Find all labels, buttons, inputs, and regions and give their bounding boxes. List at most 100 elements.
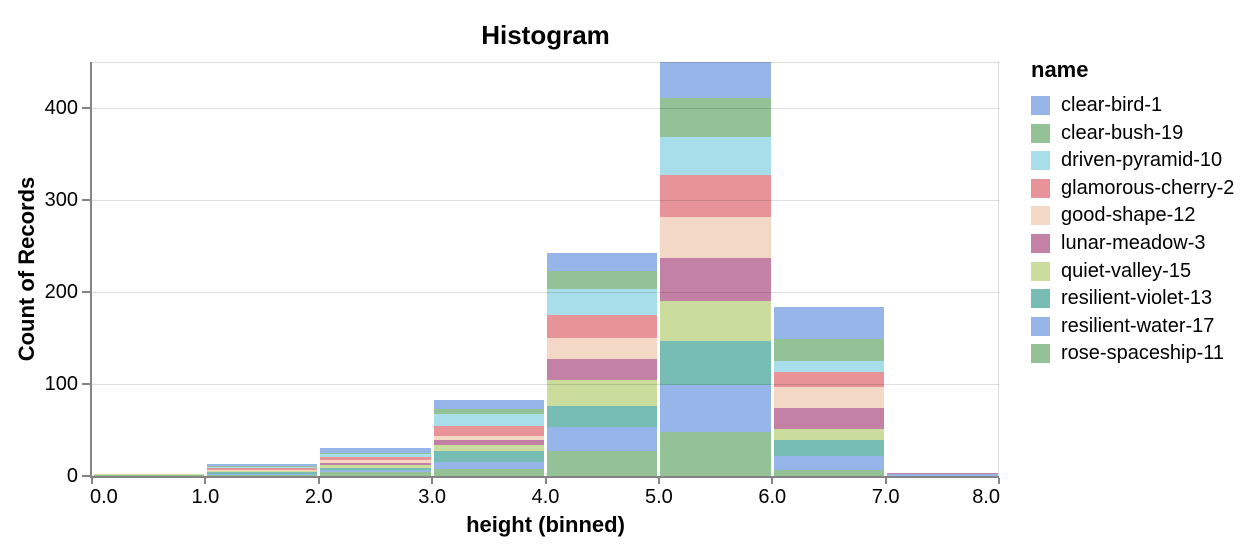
legend-item-glamorous-cherry-2: glamorous-cherry-2 xyxy=(1031,177,1234,199)
bar-segment-good-shape-12[interactable] xyxy=(547,338,658,360)
bar-segment-driven-pyramid-10[interactable] xyxy=(773,361,885,373)
bar-segment-clear-bush-19[interactable] xyxy=(320,453,431,454)
x-axis-title: height (binned) xyxy=(466,512,625,537)
bar-segment-rose-spaceship-11[interactable] xyxy=(433,468,544,476)
bar-segment-good-shape-12[interactable] xyxy=(660,216,771,258)
y-tick-400 xyxy=(82,107,91,109)
bar-segment-resilient-violet-13[interactable] xyxy=(433,451,544,463)
bar-segment-clear-bush-19[interactable] xyxy=(433,408,544,415)
x-tick-8.0 xyxy=(998,478,1000,484)
bar-segment-clear-bird-1[interactable] xyxy=(320,448,431,453)
bar-segment-quiet-valley-15[interactable] xyxy=(93,474,204,476)
bar-segment-lunar-meadow-3[interactable] xyxy=(547,359,658,381)
bar-segment-resilient-violet-13[interactable] xyxy=(206,472,318,475)
bar-segment-clear-bush-19[interactable] xyxy=(547,270,658,290)
legend-swatch-resilient-water-17 xyxy=(1031,316,1050,336)
bar-segment-glamorous-cherry-2[interactable] xyxy=(320,456,431,461)
bar-segment-clear-bush-19[interactable] xyxy=(773,338,885,361)
y-tick-label-0: 0 xyxy=(66,465,78,487)
gridline-y-100 xyxy=(92,383,999,385)
bar-segment-good-shape-12[interactable] xyxy=(433,435,544,441)
gridline-y-200 xyxy=(92,291,999,293)
bar-segment-clear-bush-19[interactable] xyxy=(660,97,771,137)
gridline-y-400 xyxy=(92,107,999,109)
bar-segment-resilient-water-17[interactable] xyxy=(206,474,318,476)
bar-segment-driven-pyramid-10[interactable] xyxy=(320,453,431,457)
bar-segment-resilient-violet-13[interactable] xyxy=(773,440,885,456)
legend-item-driven-pyramid-10: driven-pyramid-10 xyxy=(1031,149,1234,171)
legend-item-clear-bush-19: clear-bush-19 xyxy=(1031,121,1234,144)
bar-segment-lunar-meadow-3[interactable] xyxy=(887,473,998,475)
x-tick-label-4.0: 4.0 xyxy=(531,486,560,508)
bar-segment-good-shape-12[interactable] xyxy=(320,460,431,464)
bar-segment-glamorous-cherry-2[interactable] xyxy=(547,315,658,338)
bar-segment-lunar-meadow-3[interactable] xyxy=(206,470,318,472)
bar-segment-good-shape-12[interactable] xyxy=(206,469,318,471)
bar-segment-quiet-valley-15[interactable] xyxy=(320,464,431,468)
y-tick-label-200: 200 xyxy=(44,281,78,303)
legend-swatch-good-shape-12 xyxy=(1031,206,1050,226)
legend-item-resilient-water-17: resilient-water-17 xyxy=(1031,314,1234,337)
bar-segment-rose-spaceship-11[interactable] xyxy=(206,475,318,476)
bar-segment-rose-spaceship-11[interactable] xyxy=(93,475,204,476)
bar-segment-clear-bird-1[interactable] xyxy=(206,464,318,466)
bar-segment-quiet-valley-15[interactable] xyxy=(547,380,658,407)
bar-segment-resilient-water-17[interactable] xyxy=(887,474,998,476)
bar-segment-glamorous-cherry-2[interactable] xyxy=(206,467,318,470)
bar-segment-glamorous-cherry-2[interactable] xyxy=(773,372,885,387)
bar-segment-resilient-water-17[interactable] xyxy=(320,469,431,473)
x-axis-line xyxy=(90,476,999,478)
gridline-y-300 xyxy=(92,199,999,201)
bar-segment-lunar-meadow-3[interactable] xyxy=(433,440,544,445)
legend-swatch-quiet-valley-15 xyxy=(1031,261,1050,281)
x-tick-6.0 xyxy=(771,478,774,484)
legend-swatch-clear-bird-1 xyxy=(1031,96,1050,115)
bar-segment-resilient-water-17[interactable] xyxy=(773,455,885,471)
bar-segment-rose-spaceship-11[interactable] xyxy=(320,472,431,476)
legend-swatch-resilient-violet-13 xyxy=(1031,289,1050,309)
bar-segment-quiet-valley-15[interactable] xyxy=(206,471,318,473)
bar-segment-quiet-valley-15[interactable] xyxy=(660,301,771,341)
x-tick-label-8.0: 8.0 xyxy=(972,486,1000,508)
bar-segment-rose-spaceship-11[interactable] xyxy=(547,451,658,476)
bar-segment-clear-bird-1[interactable] xyxy=(433,399,544,409)
y-tick-100 xyxy=(82,383,91,385)
bar-segment-driven-pyramid-10[interactable] xyxy=(206,466,318,468)
legend-label: clear-bush-19 xyxy=(1061,121,1184,144)
bar-segment-lunar-meadow-3[interactable] xyxy=(660,257,771,302)
x-tick-label-6.0: 6.0 xyxy=(758,486,787,508)
bar-segment-lunar-meadow-3[interactable] xyxy=(320,463,431,465)
bar-segment-clear-bird-1[interactable] xyxy=(660,62,771,98)
bar-segment-clear-bush-19[interactable] xyxy=(206,465,318,467)
bar-segment-driven-pyramid-10[interactable] xyxy=(547,289,658,315)
legend-swatch-driven-pyramid-10 xyxy=(1031,151,1050,171)
x-tick-5.0 xyxy=(657,478,660,484)
bar-segment-resilient-violet-13[interactable] xyxy=(320,467,431,470)
x-tick-label-0.0: 0.0 xyxy=(90,486,118,508)
y-tick-200 xyxy=(82,291,91,293)
bar-segment-driven-pyramid-10[interactable] xyxy=(660,136,771,176)
y-tick-0 xyxy=(82,475,91,477)
bar-segment-quiet-valley-15[interactable] xyxy=(433,444,544,452)
bar-segment-glamorous-cherry-2[interactable] xyxy=(660,175,771,217)
bar-segment-resilient-violet-13[interactable] xyxy=(660,340,771,385)
bar-segment-clear-bird-1[interactable] xyxy=(547,253,658,271)
bar-segment-glamorous-cherry-2[interactable] xyxy=(433,426,544,436)
bar-segment-quiet-valley-15[interactable] xyxy=(773,429,885,441)
bar-segment-clear-bird-1[interactable] xyxy=(773,306,885,339)
bar-segment-resilient-water-17[interactable] xyxy=(547,427,658,452)
legend-item-good-shape-12: good-shape-12 xyxy=(1031,204,1234,226)
bar-segment-lunar-meadow-3[interactable] xyxy=(773,407,885,430)
bar-segment-rose-spaceship-11[interactable] xyxy=(660,431,771,476)
y-tick-label-300: 300 xyxy=(44,189,78,211)
legend-label: resilient-water-17 xyxy=(1061,314,1215,337)
legend-item-quiet-valley-15: quiet-valley-15 xyxy=(1031,260,1234,282)
bar-segment-resilient-water-17[interactable] xyxy=(433,462,544,469)
bar-segment-good-shape-12[interactable] xyxy=(773,386,885,408)
bar-segment-resilient-water-17[interactable] xyxy=(660,384,771,432)
legend-title: name xyxy=(1031,57,1089,82)
bar-segment-driven-pyramid-10[interactable] xyxy=(433,414,544,427)
bar-segment-resilient-violet-13[interactable] xyxy=(547,406,658,428)
bar-segment-rose-spaceship-11[interactable] xyxy=(773,470,885,476)
